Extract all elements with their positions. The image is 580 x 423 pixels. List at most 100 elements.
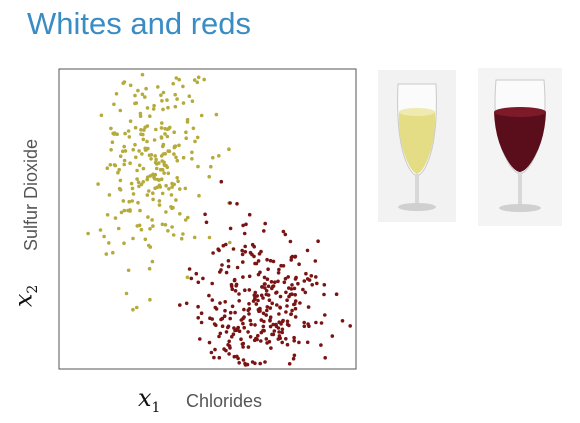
- scatter-point: [247, 212, 252, 217]
- scatter-point: [135, 177, 139, 181]
- scatter-point: [130, 186, 135, 191]
- scatter-point: [174, 76, 179, 80]
- scatter-point: [147, 189, 151, 193]
- scatter-point: [153, 186, 157, 190]
- scatter-point: [302, 324, 307, 329]
- scatter-point: [302, 320, 307, 325]
- scatter-point: [224, 330, 229, 334]
- scatter-point: [112, 163, 117, 167]
- scatter-point: [130, 199, 134, 203]
- scatter-point: [109, 126, 113, 131]
- scatter-point: [122, 162, 126, 167]
- scatter-point: [276, 271, 281, 275]
- data-points: [86, 72, 353, 367]
- scatter-point: [114, 92, 119, 96]
- scatter-point: [231, 332, 236, 337]
- scatter-point: [157, 199, 162, 203]
- scatter-point: [253, 296, 257, 300]
- scatter-point: [144, 147, 149, 152]
- scatter-point: [217, 355, 222, 360]
- scatter-point: [167, 149, 172, 153]
- scatter-point: [269, 346, 273, 350]
- scatter-point: [323, 313, 327, 317]
- scatter-point: [151, 224, 155, 228]
- scatter-point: [199, 113, 204, 118]
- scatter-point: [133, 125, 138, 130]
- scatter-point: [152, 175, 156, 179]
- scatter-point: [135, 168, 139, 173]
- scatter-point: [259, 318, 264, 322]
- x1-symbol: x1: [138, 384, 161, 416]
- scatter-point: [197, 193, 201, 198]
- scatter-point: [166, 105, 170, 110]
- scatter-point: [104, 252, 109, 256]
- scatter-point: [256, 272, 261, 277]
- scatter-point: [256, 298, 260, 303]
- scatter-point: [195, 80, 200, 85]
- scatter-point: [268, 319, 272, 323]
- scatter-point: [116, 170, 120, 175]
- scatter-point: [240, 248, 244, 253]
- scatter-point: [265, 308, 269, 313]
- scatter-point: [246, 330, 250, 334]
- scatter-point: [268, 324, 273, 329]
- scatter-point: [177, 77, 181, 82]
- scatter-point: [170, 185, 174, 189]
- scatter-point: [139, 132, 143, 136]
- scatter-point: [228, 201, 232, 205]
- scatter-point: [187, 94, 192, 98]
- scatter-point: [121, 81, 125, 85]
- scatter-point: [255, 294, 259, 298]
- scatter-point: [140, 92, 145, 97]
- scatter-point: [275, 303, 279, 307]
- scatter-point: [241, 275, 245, 279]
- scatter-point: [304, 271, 308, 276]
- scatter-point: [248, 250, 253, 255]
- scatter-point: [307, 324, 311, 329]
- scatter-point: [184, 136, 188, 140]
- scatter-point: [247, 302, 251, 306]
- scatter-point: [291, 356, 296, 361]
- scatter-point: [261, 311, 266, 316]
- scatter-point: [242, 315, 246, 319]
- scatter-point: [276, 326, 281, 330]
- scatter-point: [251, 299, 256, 303]
- scatter-point: [217, 154, 221, 158]
- scatter-point: [138, 208, 142, 213]
- scatter-point: [174, 198, 178, 202]
- scatter-point: [214, 112, 219, 117]
- scatter-point: [309, 274, 314, 278]
- scatter-point: [148, 114, 152, 118]
- scatter-point: [131, 147, 135, 152]
- scatter-point: [122, 241, 126, 245]
- scatter-point: [148, 174, 153, 178]
- scatter-point: [302, 279, 307, 283]
- scatter-point: [258, 307, 262, 312]
- scatter-point: [223, 300, 227, 304]
- scatter-point: [143, 95, 147, 99]
- scatter-point: [154, 166, 159, 171]
- scatter-point: [183, 218, 188, 222]
- scatter-point: [219, 179, 224, 184]
- scatter-point: [260, 285, 264, 289]
- scatter-point: [256, 259, 261, 263]
- plot-frame: [58, 68, 357, 370]
- scatter-point: [290, 292, 294, 297]
- scatter-point: [157, 203, 162, 207]
- scatter-point: [138, 114, 143, 118]
- scatter-point: [220, 316, 225, 321]
- scatter-point: [163, 223, 168, 227]
- scatter-point: [127, 199, 131, 204]
- scatter-point: [292, 353, 297, 358]
- scatter-point: [159, 126, 164, 130]
- scatter-point: [194, 271, 199, 276]
- scatter-point: [263, 360, 267, 364]
- scatter-point: [172, 152, 176, 156]
- scatter-point: [154, 127, 158, 132]
- scatter-point: [259, 293, 264, 298]
- scatter-point: [254, 261, 259, 266]
- scatter-point: [141, 137, 146, 142]
- scatter-point: [150, 218, 154, 222]
- scatter-point: [279, 322, 283, 326]
- scatter-point: [159, 154, 164, 158]
